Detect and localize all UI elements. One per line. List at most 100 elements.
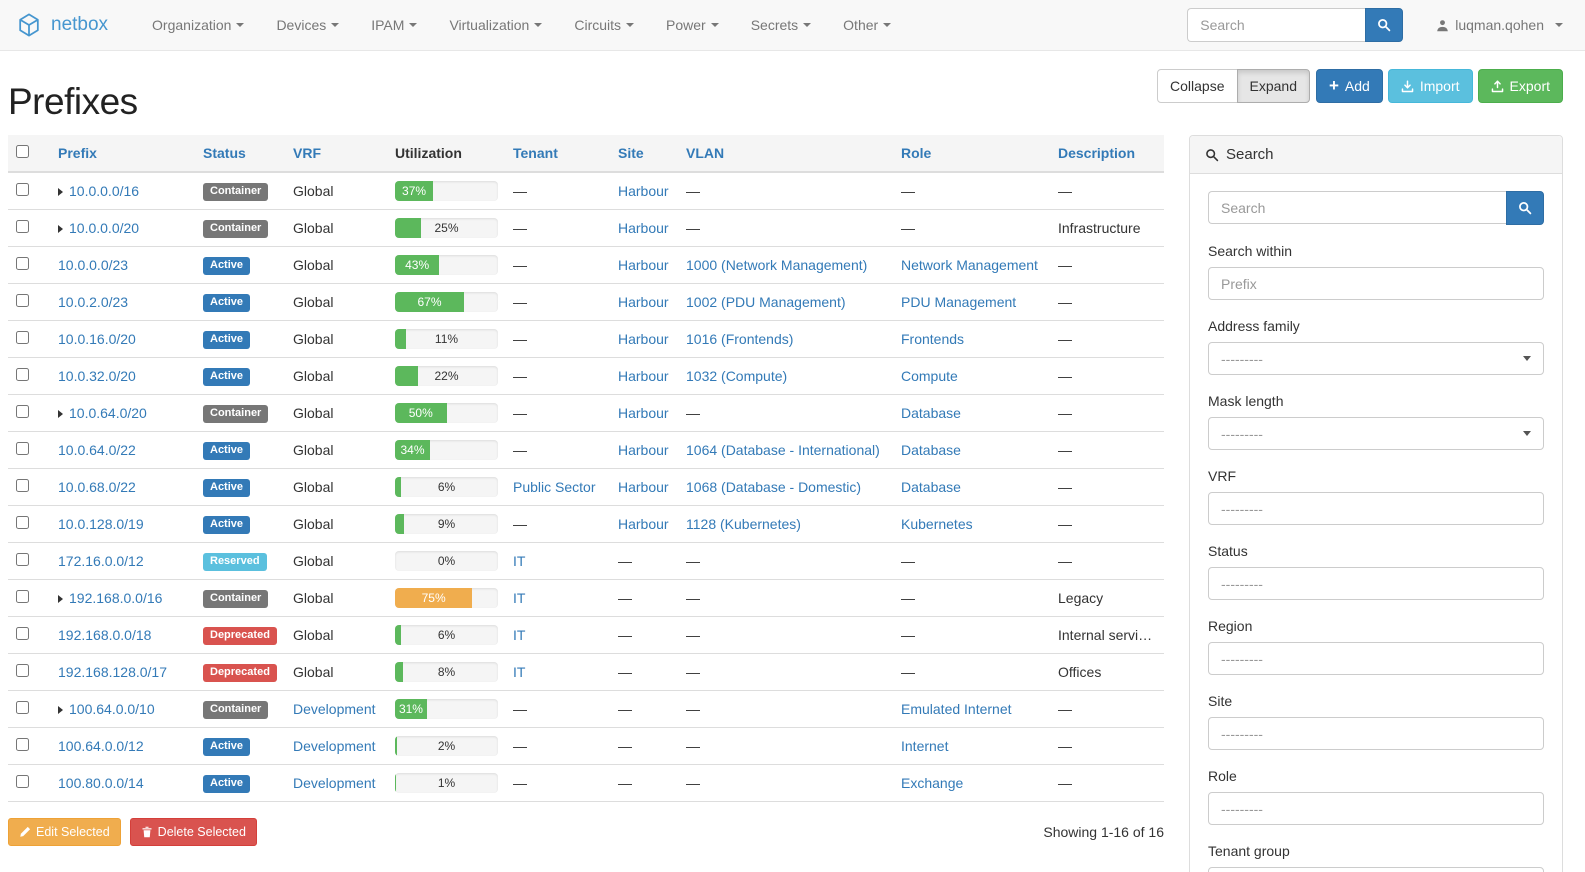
vlan-link[interactable]: 1002 (PDU Management) — [686, 294, 846, 310]
site-link[interactable]: Harbour — [618, 294, 669, 310]
vrf-link[interactable]: Development — [293, 775, 376, 791]
prefix-link[interactable]: 100.80.0.0/14 — [58, 775, 144, 791]
column-header-prefix[interactable]: Prefix — [50, 135, 195, 173]
filter-input-search-within[interactable] — [1208, 267, 1544, 300]
user-menu[interactable]: luqman.qohen — [1436, 17, 1563, 33]
filter-select-site[interactable]: --------- — [1208, 717, 1544, 750]
row-checkbox[interactable] — [16, 183, 29, 196]
role-link[interactable]: Emulated Internet — [901, 701, 1012, 717]
prefix-link[interactable]: 10.0.2.0/23 — [58, 294, 129, 310]
nav-menu-circuits[interactable]: Circuits — [558, 0, 650, 51]
role-link[interactable]: Frontends — [901, 331, 965, 347]
vlan-link[interactable]: 1016 (Frontends) — [686, 331, 794, 347]
row-checkbox[interactable] — [16, 701, 29, 714]
nav-menu-other[interactable]: Other — [827, 0, 907, 51]
row-checkbox[interactable] — [16, 257, 29, 270]
column-header-site[interactable]: Site — [610, 135, 678, 173]
vlan-link[interactable]: 1128 (Kubernetes) — [686, 516, 801, 532]
vlan-link[interactable]: 1032 (Compute) — [686, 368, 788, 384]
site-link[interactable]: Harbour — [618, 368, 669, 384]
filter-select-region[interactable]: --------- — [1208, 642, 1544, 675]
prefix-link[interactable]: 10.0.0.0/16 — [69, 183, 140, 199]
vlan-link[interactable]: 1064 (Database - International) — [686, 442, 880, 458]
role-link[interactable]: Internet — [901, 738, 949, 754]
site-link[interactable]: Harbour — [618, 220, 669, 236]
row-checkbox[interactable] — [16, 368, 29, 381]
prefix-link[interactable]: 10.0.68.0/22 — [58, 479, 136, 495]
row-checkbox[interactable] — [16, 775, 29, 788]
row-checkbox[interactable] — [16, 405, 29, 418]
vlan-link[interactable]: 1068 (Database - Domestic) — [686, 479, 862, 495]
nav-menu-organization[interactable]: Organization — [136, 0, 260, 51]
row-checkbox[interactable] — [16, 294, 29, 307]
row-checkbox[interactable] — [16, 479, 29, 492]
row-checkbox[interactable] — [16, 590, 29, 603]
row-checkbox[interactable] — [16, 516, 29, 529]
import-button[interactable]: Import — [1387, 69, 1473, 103]
export-button[interactable]: Export — [1477, 69, 1563, 103]
nav-menu-secrets[interactable]: Secrets — [735, 0, 827, 51]
row-checkbox[interactable] — [16, 553, 29, 566]
filter-select-address-family[interactable]: --------- — [1208, 342, 1544, 375]
prefix-link[interactable]: 192.168.0.0/16 — [69, 590, 163, 606]
nav-menu-virtualization[interactable]: Virtualization — [433, 0, 558, 51]
delete-selected-button[interactable]: Delete Selected — [129, 818, 257, 846]
prefix-link[interactable]: 100.64.0.0/10 — [69, 701, 155, 717]
vrf-link[interactable]: Development — [293, 738, 376, 754]
role-link[interactable]: Database — [901, 442, 961, 458]
add-button[interactable]: + Add — [1315, 69, 1383, 103]
role-link[interactable]: Network Management — [901, 257, 1038, 273]
select-all-checkbox[interactable] — [16, 145, 29, 158]
netbox-home-link[interactable]: netbox — [14, 10, 108, 40]
tenant-link[interactable]: Public Sector — [513, 479, 596, 495]
column-header-vlan[interactable]: VLAN — [678, 135, 893, 173]
collapse-button[interactable]: Collapse — [1157, 69, 1238, 103]
role-link[interactable]: PDU Management — [901, 294, 1017, 310]
filter-select-vrf[interactable]: --------- — [1208, 492, 1544, 525]
site-link[interactable]: Harbour — [618, 516, 669, 532]
prefix-link[interactable]: 192.168.128.0/17 — [58, 664, 167, 680]
edit-selected-button[interactable]: Edit Selected — [8, 818, 121, 846]
prefix-link[interactable]: 10.0.16.0/20 — [58, 331, 136, 347]
role-link[interactable]: Exchange — [901, 775, 964, 791]
prefix-link[interactable]: 192.168.0.0/18 — [58, 627, 152, 643]
filter-select-mask-length[interactable]: --------- — [1208, 417, 1544, 450]
global-search-input[interactable] — [1187, 8, 1366, 42]
vlan-link[interactable]: 1000 (Network Management) — [686, 257, 868, 273]
prefix-link[interactable]: 10.0.32.0/20 — [58, 368, 136, 384]
row-checkbox[interactable] — [16, 331, 29, 344]
prefix-link[interactable]: 10.0.64.0/22 — [58, 442, 136, 458]
site-link[interactable]: Harbour — [618, 405, 669, 421]
tenant-link[interactable]: IT — [513, 590, 526, 606]
column-header-description[interactable]: Description — [1050, 135, 1164, 173]
column-header-role[interactable]: Role — [893, 135, 1050, 173]
role-link[interactable]: Database — [901, 405, 961, 421]
filter-select-status[interactable]: --------- — [1208, 567, 1544, 600]
prefix-link[interactable]: 10.0.0.0/23 — [58, 257, 129, 273]
prefix-link[interactable]: 10.0.128.0/19 — [58, 516, 144, 532]
prefix-link[interactable]: 100.64.0.0/12 — [58, 738, 144, 754]
row-checkbox[interactable] — [16, 738, 29, 751]
role-link[interactable]: Kubernetes — [901, 516, 973, 532]
tenant-link[interactable]: IT — [513, 627, 526, 643]
tenant-link[interactable]: IT — [513, 664, 526, 680]
nav-menu-devices[interactable]: Devices — [260, 0, 355, 51]
prefix-link[interactable]: 172.16.0.0/12 — [58, 553, 144, 569]
nav-menu-power[interactable]: Power — [650, 0, 735, 51]
site-link[interactable]: Harbour — [618, 257, 669, 273]
filter-select-tenant-group[interactable]: --------- — [1208, 867, 1544, 872]
expand-button[interactable]: Expand — [1236, 69, 1310, 103]
prefix-link[interactable]: 10.0.0.0/20 — [69, 220, 140, 236]
global-search-button[interactable] — [1365, 8, 1404, 42]
row-checkbox[interactable] — [16, 220, 29, 233]
nav-menu-ipam[interactable]: IPAM — [355, 0, 433, 51]
row-checkbox[interactable] — [16, 664, 29, 677]
role-link[interactable]: Database — [901, 479, 961, 495]
role-link[interactable]: Compute — [901, 368, 958, 384]
filter-search-button[interactable] — [1506, 191, 1544, 225]
vrf-link[interactable]: Development — [293, 701, 376, 717]
site-link[interactable]: Harbour — [618, 442, 669, 458]
site-link[interactable]: Harbour — [618, 183, 669, 199]
column-header-vrf[interactable]: VRF — [285, 135, 387, 173]
column-header-tenant[interactable]: Tenant — [505, 135, 610, 173]
